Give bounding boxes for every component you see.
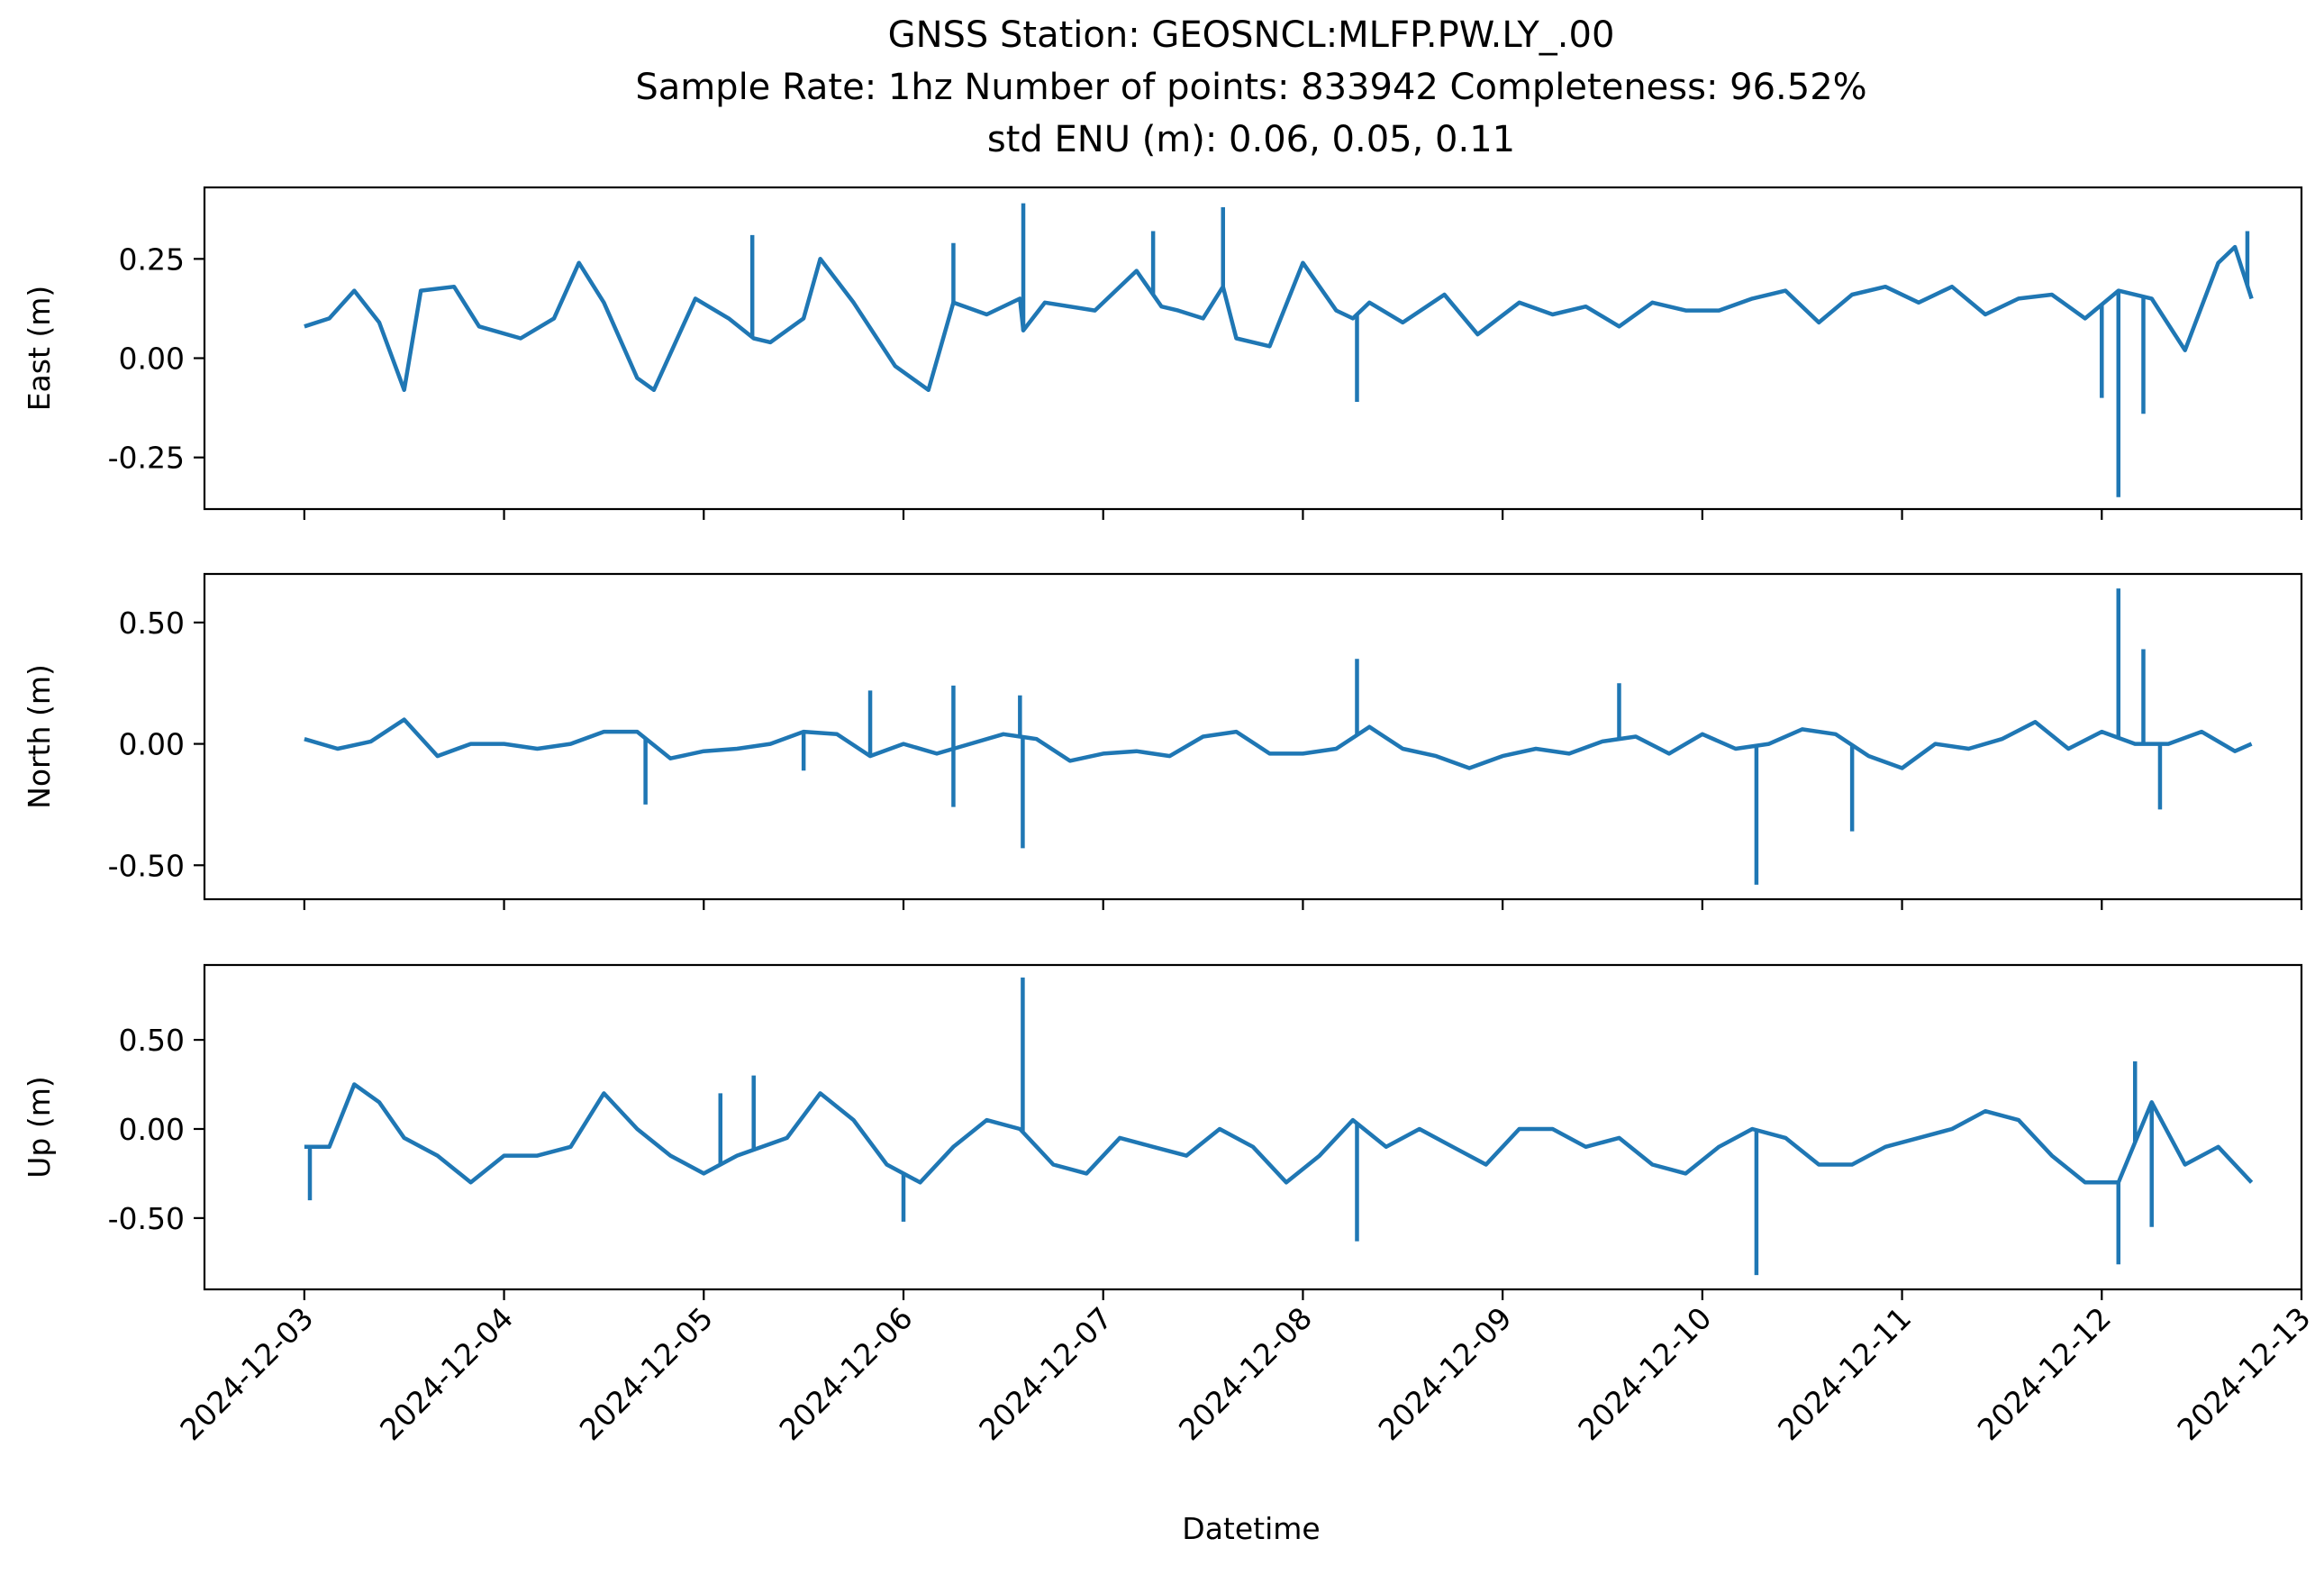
north-ytick-label-1: 0.00 — [119, 727, 185, 762]
panel-east: 0.25 0.00 -0.25 East (m) — [22, 186, 2303, 520]
up-ytick-label-0: 0.50 — [119, 1023, 185, 1058]
east-y-axis-label: East (m) — [22, 286, 57, 412]
panel-north: 0.50 0.00 -0.50 North (m) — [22, 572, 2303, 910]
up-series-line — [304, 1082, 2254, 1185]
east-series-line — [304, 244, 2254, 393]
x-axis-label: Datetime — [1182, 1511, 1320, 1546]
up-axes-frame — [203, 963, 2303, 1291]
chart-title-line-2: Sample Rate: 1hz Number of points: 83394… — [635, 67, 1866, 108]
north-series-line — [304, 717, 2253, 770]
chart-title-line-3: std ENU (m): 0.06, 0.05, 0.11 — [987, 119, 1515, 160]
up-y-axis-label: Up (m) — [22, 1076, 57, 1179]
panel-up: 0.50 0.00 -0.50 Up (m) — [22, 963, 2303, 1300]
up-ytick-label-2: -0.50 — [108, 1201, 185, 1236]
chart-title-line-1: GNSS Station: GEOSNCL:MLFP.PW.LY_.00 — [888, 14, 1615, 56]
north-y-axis-label: North (m) — [22, 664, 57, 809]
east-axes-frame — [203, 186, 2303, 511]
east-ytick-label-2: -0.25 — [108, 441, 185, 476]
up-ytick-label-1: 0.00 — [119, 1112, 185, 1147]
north-ytick-label-0: 0.50 — [119, 605, 185, 641]
north-ytick-label-2: -0.50 — [108, 848, 185, 883]
east-ytick-label-0: 0.25 — [119, 241, 185, 277]
east-ytick-label-1: 0.00 — [119, 341, 185, 377]
north-axes-frame — [203, 572, 2303, 901]
